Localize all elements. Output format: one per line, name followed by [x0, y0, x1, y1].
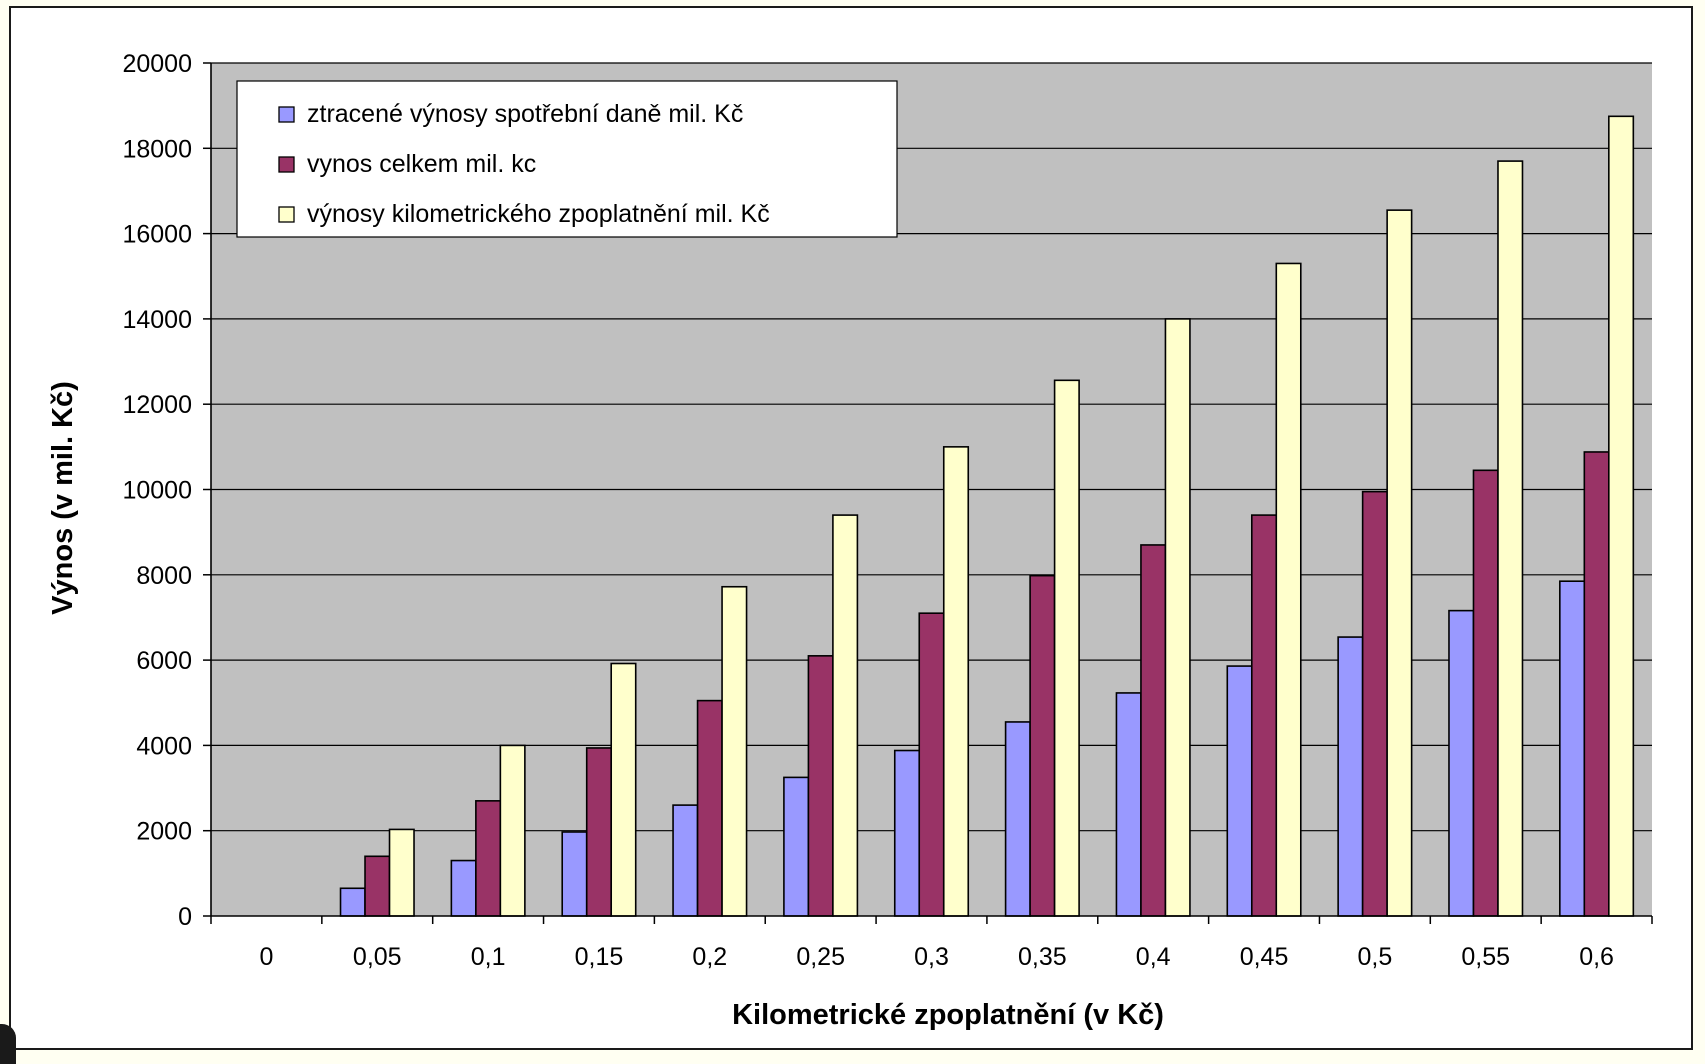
x-tick-label: 0,15 — [575, 943, 624, 971]
bar-2 — [1361, 490, 1388, 917]
bar-1 — [1559, 580, 1586, 917]
legend-label: výnosy kilometrického zpoplatnění mil. K… — [307, 200, 770, 228]
y-tick-label: 6000 — [136, 647, 192, 675]
bar-1 — [672, 804, 699, 917]
bar-3 — [721, 585, 748, 917]
bar-1 — [1115, 692, 1142, 917]
bar-1 — [1337, 636, 1364, 917]
y-tick-label: 4000 — [136, 732, 192, 760]
bar-3 — [1386, 209, 1413, 917]
bar-2 — [696, 699, 723, 917]
bar-1 — [450, 859, 477, 917]
y-tick-label: 18000 — [122, 135, 192, 163]
y-tick-label: 16000 — [122, 221, 192, 249]
bar-1 — [1448, 609, 1475, 917]
y-tick-label: 8000 — [136, 562, 192, 590]
x-tick-label: 0,25 — [796, 943, 845, 971]
corner-decoration — [0, 1024, 16, 1064]
x-tick-label: 0,1 — [471, 943, 506, 971]
x-tick-label: 0,55 — [1461, 943, 1510, 971]
bar-3 — [1275, 262, 1302, 917]
y-tick-label: 20000 — [122, 50, 192, 78]
bar-3 — [1497, 160, 1524, 917]
legend — [236, 80, 898, 238]
y-tick-label: 14000 — [122, 306, 192, 334]
bar-3 — [1164, 318, 1191, 917]
bar-1 — [1226, 665, 1253, 917]
bar-2 — [1029, 574, 1056, 917]
x-tick-label: 0 — [259, 943, 273, 971]
bar-3 — [388, 828, 415, 917]
x-axis-title: Kilometrické zpoplatnění (v Kč) — [732, 999, 1164, 1031]
bar-2 — [807, 655, 834, 917]
bar-1 — [783, 776, 810, 917]
x-tick-label: 0,45 — [1240, 943, 1289, 971]
y-axis-title: Výnos (v mil. Kč) — [47, 381, 79, 615]
bar-3 — [499, 744, 526, 917]
bar-3 — [1053, 379, 1080, 917]
x-tick-label: 0,6 — [1579, 943, 1614, 971]
bar-2 — [1583, 451, 1610, 917]
legend-label: vynos celkem mil. kc — [307, 150, 536, 178]
legend-swatch — [278, 156, 295, 173]
y-tick-label: 2000 — [136, 818, 192, 846]
bar-2 — [918, 612, 945, 917]
bar-2 — [1472, 469, 1499, 917]
y-tick-label: 10000 — [122, 477, 192, 505]
x-tick-label: 0,4 — [1136, 943, 1171, 971]
bar-1 — [1004, 721, 1031, 917]
bar-1 — [893, 749, 921, 917]
y-tick-label: 12000 — [122, 391, 192, 419]
bar-2 — [475, 800, 502, 917]
legend-label: ztracené výnosy spotřební daně mil. Kč — [307, 100, 743, 128]
bar-2 — [585, 747, 613, 917]
bar-3 — [610, 662, 637, 917]
bar-3 — [832, 514, 859, 917]
bar-2 — [364, 855, 391, 917]
x-tick-label: 0,35 — [1018, 943, 1067, 971]
bar-1 — [561, 831, 588, 917]
x-tick-label: 0,5 — [1358, 943, 1393, 971]
x-tick-label: 0,2 — [692, 943, 727, 971]
legend-swatch — [278, 106, 295, 123]
x-tick-label: 0,3 — [914, 943, 949, 971]
y-tick-label: 0 — [178, 903, 192, 931]
x-tick-label: 0,05 — [353, 943, 402, 971]
bar-1 — [339, 887, 366, 917]
bar-3 — [1608, 115, 1635, 917]
bar-2 — [1250, 514, 1278, 917]
bar-2 — [1140, 544, 1167, 917]
bar-3 — [942, 446, 970, 917]
legend-swatch — [278, 206, 295, 223]
